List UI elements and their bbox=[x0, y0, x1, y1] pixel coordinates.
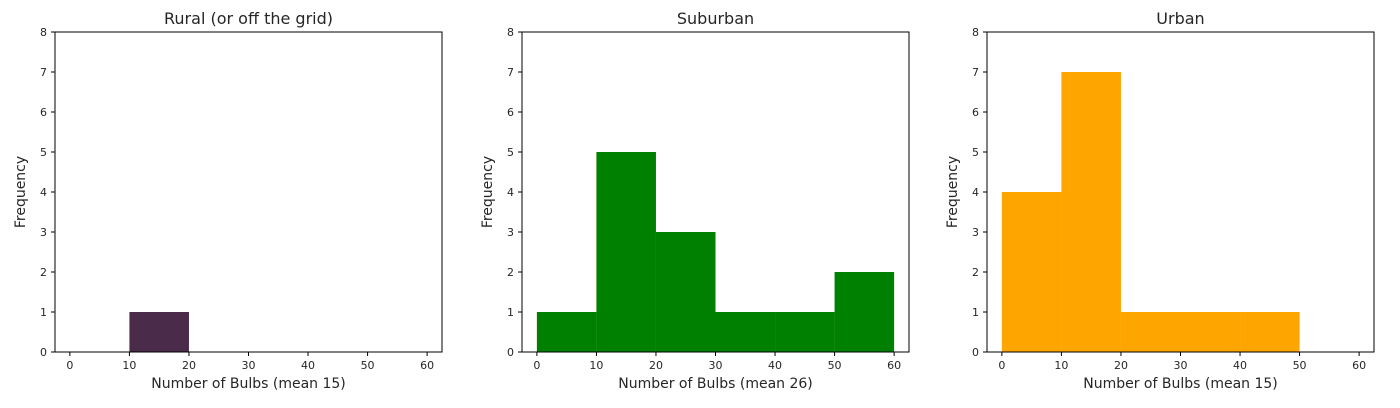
panel-title: Suburban bbox=[677, 9, 754, 28]
histogram-bar bbox=[129, 312, 189, 352]
x-tick-label: 20 bbox=[649, 359, 663, 372]
histogram-bar bbox=[1180, 312, 1241, 352]
histogram-bar bbox=[536, 312, 597, 352]
y-tick-label: 3 bbox=[507, 226, 514, 239]
y-tick-label: 2 bbox=[40, 266, 47, 279]
x-tick-label: 0 bbox=[998, 359, 1005, 372]
x-tick-label: 30 bbox=[709, 359, 723, 372]
panel-title: Urban bbox=[1156, 9, 1204, 28]
y-tick-label: 8 bbox=[40, 26, 47, 39]
y-axis-label: Frequency bbox=[13, 156, 29, 228]
y-tick-label: 5 bbox=[40, 146, 47, 159]
x-tick-label: 0 bbox=[66, 359, 73, 372]
y-tick-label: 0 bbox=[507, 346, 514, 359]
y-tick-label: 8 bbox=[972, 26, 979, 39]
x-tick-label: 10 bbox=[1054, 359, 1068, 372]
y-tick-label: 1 bbox=[972, 306, 979, 319]
x-tick-label: 60 bbox=[420, 359, 434, 372]
y-tick-label: 6 bbox=[972, 106, 979, 119]
y-tick-label: 6 bbox=[507, 106, 514, 119]
x-tick-label: 50 bbox=[361, 359, 375, 372]
y-tick-label: 3 bbox=[40, 226, 47, 239]
x-tick-label: 60 bbox=[887, 359, 901, 372]
panel-urban: Urban Number of Bulbs (mean 15) Frequenc… bbox=[945, 9, 1375, 392]
y-tick-label: 4 bbox=[972, 186, 979, 199]
y-axis-label: Frequency bbox=[945, 156, 961, 228]
histogram-bar bbox=[775, 312, 835, 352]
x-tick-label: 10 bbox=[122, 359, 136, 372]
histogram-bar bbox=[834, 272, 895, 352]
y-axis-label: Frequency bbox=[480, 156, 496, 228]
y-tick-label: 1 bbox=[507, 306, 514, 319]
x-tick-label: 60 bbox=[1352, 359, 1366, 372]
y-tick-label: 5 bbox=[972, 146, 979, 159]
panel-title: Rural (or off the grid) bbox=[164, 9, 333, 28]
x-tick-label: 0 bbox=[533, 359, 540, 372]
y-tick-label: 2 bbox=[507, 266, 514, 279]
x-tick-label: 40 bbox=[1233, 359, 1247, 372]
y-tick-label: 4 bbox=[40, 186, 47, 199]
bars bbox=[1001, 72, 1300, 352]
histogram-bar bbox=[1240, 312, 1300, 352]
x-tick-label: 10 bbox=[589, 359, 603, 372]
histogram-bar bbox=[596, 152, 656, 352]
y-tick-label: 8 bbox=[507, 26, 514, 39]
histogram-bar bbox=[1001, 192, 1062, 352]
y-tick-label: 4 bbox=[507, 186, 514, 199]
y-tick-label: 6 bbox=[40, 106, 47, 119]
y-tick-label: 7 bbox=[507, 66, 514, 79]
y-tick-label: 0 bbox=[972, 346, 979, 359]
histogram-bar bbox=[1120, 312, 1181, 352]
x-axis-label: Number of Bulbs (mean 26) bbox=[618, 376, 813, 392]
y-tick-label: 0 bbox=[40, 346, 47, 359]
y-tick-label: 7 bbox=[972, 66, 979, 79]
x-axis-label: Number of Bulbs (mean 15) bbox=[151, 376, 346, 392]
x-tick-label: 40 bbox=[768, 359, 782, 372]
histogram-bar bbox=[715, 312, 776, 352]
y-tick-label: 7 bbox=[40, 66, 47, 79]
y-tick-label: 2 bbox=[972, 266, 979, 279]
x-tick-label: 30 bbox=[242, 359, 256, 372]
histogram-bar bbox=[1061, 72, 1121, 352]
x-tick-label: 30 bbox=[1174, 359, 1188, 372]
x-tick-label: 50 bbox=[1293, 359, 1307, 372]
panel-suburban: Suburban Number of Bulbs (mean 26) Frequ… bbox=[480, 9, 910, 392]
y-tick-label: 5 bbox=[507, 146, 514, 159]
panel-rural: Rural (or off the grid) Number of Bulbs … bbox=[13, 9, 443, 392]
x-tick-label: 50 bbox=[828, 359, 842, 372]
x-tick-label: 20 bbox=[1114, 359, 1128, 372]
bars bbox=[536, 152, 895, 352]
bars bbox=[129, 312, 189, 352]
histogram-bar bbox=[655, 232, 716, 352]
x-tick-label: 20 bbox=[182, 359, 196, 372]
y-tick-label: 3 bbox=[972, 226, 979, 239]
axes-frame bbox=[54, 31, 443, 353]
x-axis-label: Number of Bulbs (mean 15) bbox=[1083, 376, 1278, 392]
y-tick-label: 1 bbox=[40, 306, 47, 319]
x-tick-label: 40 bbox=[301, 359, 315, 372]
